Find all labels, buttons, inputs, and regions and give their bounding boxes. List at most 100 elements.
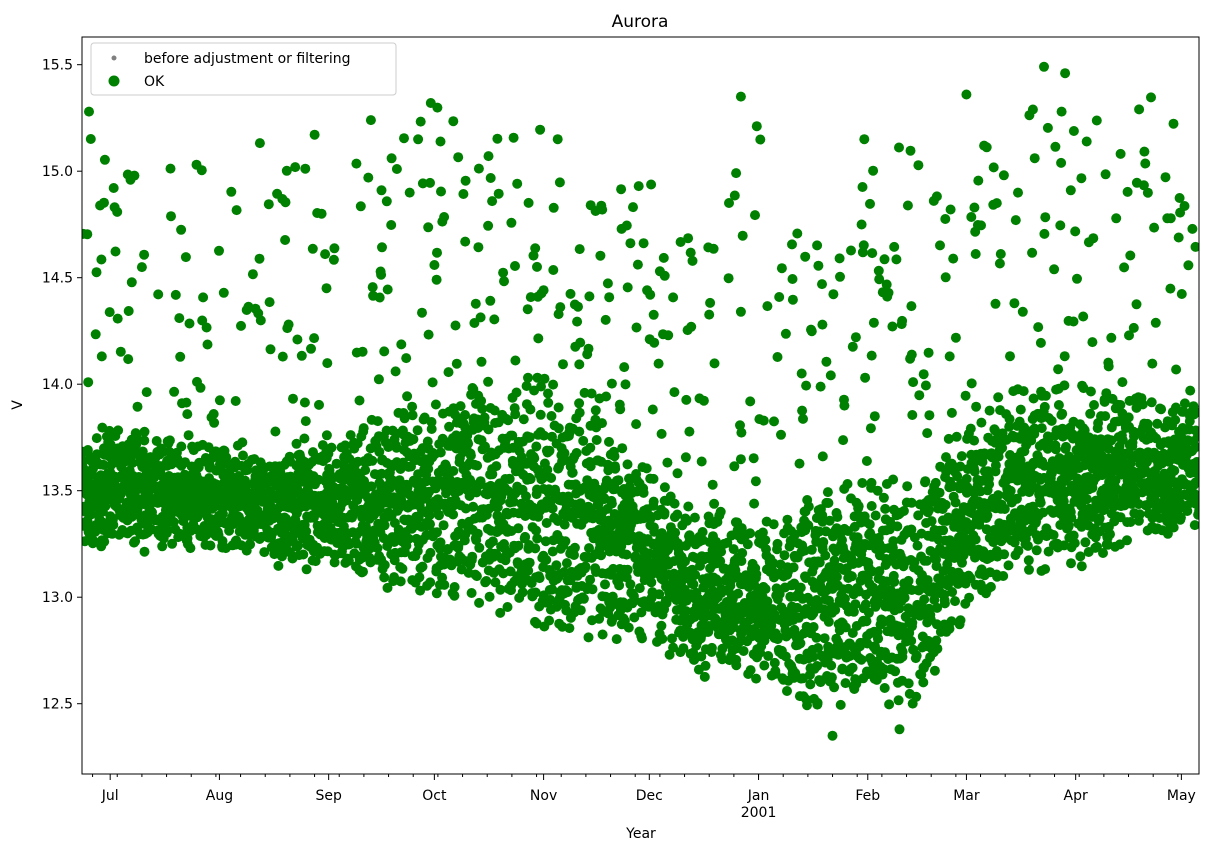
ok-point (574, 359, 585, 370)
ok-point (1069, 538, 1080, 549)
ok-point (638, 238, 649, 249)
ok-point (1185, 385, 1196, 396)
ok-point (483, 424, 494, 435)
ok-point (300, 416, 311, 427)
ok-point (477, 403, 488, 414)
ok-point (548, 265, 559, 275)
ok-point (551, 560, 562, 571)
ok-point (993, 490, 1004, 501)
ok-point (1038, 507, 1049, 518)
ok-point (1168, 522, 1179, 533)
ok-point (471, 571, 482, 582)
ok-point (1048, 530, 1059, 540)
ok-point (751, 121, 762, 132)
ok-point (672, 468, 683, 479)
ok-point (300, 163, 311, 174)
ok-point (247, 269, 258, 280)
ok-point (476, 356, 487, 367)
ok-point (205, 540, 216, 551)
ok-point (866, 350, 877, 361)
ok-point (1011, 493, 1022, 504)
ok-point (964, 592, 975, 603)
ok-point (467, 551, 478, 562)
ok-point (922, 575, 933, 586)
ok-point (436, 186, 446, 197)
ok-point (981, 524, 992, 535)
data-points (82, 61, 1199, 741)
ok-point (938, 525, 949, 536)
ok-point (1125, 517, 1136, 527)
ok-point (586, 388, 597, 399)
ok-point (1039, 61, 1049, 72)
ok-point (382, 284, 393, 295)
ok-point (863, 607, 874, 618)
ok-point (715, 506, 726, 517)
ok-point (620, 379, 631, 390)
ok-point (512, 178, 523, 189)
legend-marker-before (111, 55, 117, 61)
ok-point (600, 314, 611, 325)
ok-point (423, 222, 434, 233)
ok-point (731, 660, 742, 671)
ok-point (539, 430, 549, 441)
ok-point (1027, 247, 1038, 258)
ok-point (723, 273, 734, 284)
ok-point (745, 396, 756, 407)
ok-point (510, 409, 521, 420)
ok-point (803, 520, 814, 531)
ok-point (532, 261, 542, 272)
ok-point (426, 417, 437, 427)
ok-point (846, 571, 857, 582)
ok-point (870, 510, 881, 521)
ok-point (697, 527, 708, 537)
ok-point (885, 516, 896, 527)
ok-point (920, 380, 931, 391)
ok-point (734, 636, 745, 647)
y-tick-label: 12.5 (42, 697, 73, 713)
ok-point (254, 138, 265, 149)
ok-point (611, 634, 622, 645)
ok-point (891, 254, 902, 265)
ok-point (432, 247, 442, 258)
ok-point (321, 283, 332, 294)
ok-point (281, 165, 292, 176)
ok-point (432, 527, 442, 538)
chart-title: Aurora (612, 12, 669, 32)
ok-point (961, 473, 972, 484)
ok-point (912, 540, 923, 551)
ok-point (541, 518, 552, 528)
ok-point (609, 451, 620, 462)
ok-point (1035, 337, 1046, 348)
ok-point (298, 549, 309, 560)
ok-point (970, 249, 981, 259)
ok-point (638, 487, 649, 498)
ok-point (1105, 529, 1115, 540)
ok-point (167, 538, 178, 549)
ok-point (511, 387, 522, 398)
ok-point (668, 292, 679, 303)
ok-point (601, 391, 612, 402)
ok-point (1040, 390, 1051, 401)
ok-point (658, 252, 669, 263)
ok-point (960, 390, 971, 401)
ok-point (1189, 520, 1199, 531)
ok-point (217, 508, 228, 519)
ok-point (525, 404, 536, 415)
ok-point (1068, 530, 1079, 541)
ok-point (828, 289, 839, 300)
ok-point (1024, 564, 1034, 575)
ok-point (449, 590, 460, 601)
ok-point (794, 458, 805, 469)
ok-point (546, 411, 557, 421)
ok-point (1098, 548, 1108, 558)
ok-point (999, 549, 1010, 560)
ok-point (417, 561, 428, 572)
ok-point (748, 453, 759, 464)
ok-point (736, 427, 747, 438)
ok-point (91, 433, 102, 444)
ok-point (1039, 228, 1050, 239)
ok-point (1117, 435, 1128, 445)
ok-point (151, 436, 162, 446)
ok-point (619, 362, 630, 373)
ok-point (259, 547, 270, 558)
